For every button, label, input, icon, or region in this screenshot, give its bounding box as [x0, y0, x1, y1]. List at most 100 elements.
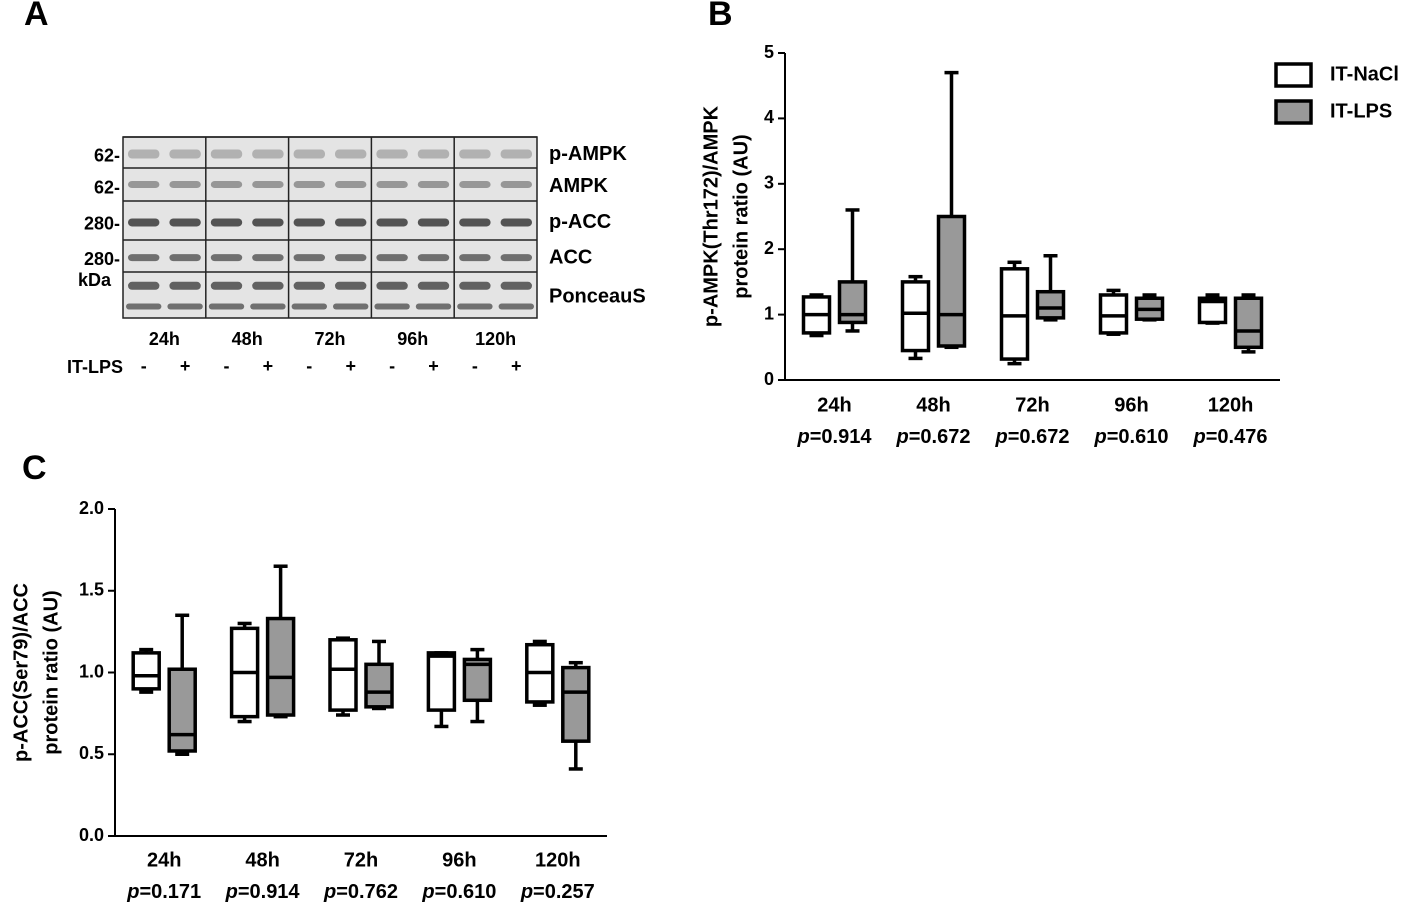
p-value: p=0.914 [797, 426, 873, 448]
blot-band [500, 281, 532, 290]
blot-band [417, 254, 450, 262]
treatment-sign: + [511, 356, 522, 376]
box [462, 657, 493, 703]
blot-band [210, 254, 243, 262]
blot-band [250, 303, 286, 310]
blot-band [293, 181, 325, 188]
blot-band [335, 218, 367, 227]
blot-band [417, 281, 450, 290]
blot-row-label: p-AMPK [549, 143, 627, 165]
box [328, 638, 358, 712]
legend-label: IT-LPS [1330, 100, 1392, 122]
blot-row-label: PonceauS [549, 285, 646, 307]
blot-band [500, 218, 532, 227]
blot-band [376, 254, 408, 262]
y-tick-label: 1 [764, 303, 774, 323]
blot-background [123, 137, 537, 318]
blot-band [252, 149, 284, 159]
box [265, 616, 296, 717]
blot-band [459, 281, 491, 290]
blot-band [293, 218, 325, 227]
blot-band [500, 181, 532, 188]
treatment-sign: - [141, 356, 147, 376]
blot-band [252, 254, 284, 262]
p-value: p=0.171 [126, 881, 201, 903]
panel-letter: B [708, 0, 733, 33]
x-tick-label: 96h [1114, 394, 1148, 416]
y-axis-label: protein ratio (AU) [40, 590, 62, 754]
box [999, 267, 1030, 361]
x-tick-label: 24h [817, 394, 851, 416]
blot-band [169, 218, 201, 227]
x-tick-label: 96h [442, 849, 476, 871]
p-value: p=0.476 [1193, 426, 1268, 448]
blot-band [500, 149, 532, 159]
blot-band [128, 149, 160, 159]
treatment-sign: + [263, 356, 274, 376]
y-tick-label: 1.5 [79, 580, 104, 600]
p-value: p=0.914 [225, 881, 301, 903]
y-tick-label: 1.0 [79, 661, 104, 681]
legend-swatch [1274, 99, 1313, 125]
box [426, 651, 457, 712]
blot-band [415, 303, 452, 310]
box [364, 662, 394, 709]
blot-band [333, 303, 369, 310]
y-tick-label: 0.5 [79, 743, 104, 763]
blot-band [335, 281, 367, 290]
blot-row-label: p-ACC [549, 211, 611, 233]
x-tick-label: 72h [344, 849, 378, 871]
x-tick-label: 120h [1208, 394, 1254, 416]
box [1233, 296, 1264, 350]
panel-letter: C [22, 449, 47, 487]
blot-band [293, 281, 325, 290]
blot-band [417, 149, 450, 159]
blot-band [417, 218, 450, 227]
blot-band [500, 254, 532, 262]
blot-band [169, 149, 201, 159]
blot-band [374, 303, 410, 310]
blot-band [459, 181, 491, 188]
blot-band [498, 303, 534, 310]
treatment-sign: - [306, 356, 312, 376]
blot-band [252, 181, 284, 188]
blot-band [293, 254, 325, 262]
y-axis-label: protein ratio (AU) [730, 134, 752, 298]
blot-band [293, 149, 325, 159]
blot-band [128, 281, 160, 290]
treatment-sign: + [180, 356, 191, 376]
box [936, 214, 967, 348]
blot-marker: 62- [94, 145, 120, 165]
blot-band [335, 181, 367, 188]
blot-band [376, 281, 408, 290]
blot-band [459, 149, 491, 159]
p-value: p=0.610 [1094, 426, 1169, 448]
panel-letter: A [24, 0, 49, 33]
x-tick-label: 48h [916, 394, 950, 416]
blot-band [376, 181, 408, 188]
blot-frame [122, 136, 538, 319]
blot-band [167, 303, 203, 310]
blot-band [459, 218, 491, 227]
blot-band [291, 303, 327, 310]
blot-band [210, 281, 243, 290]
blot-band [208, 303, 245, 310]
p-value: p=0.672 [995, 426, 1070, 448]
blot-band [252, 281, 284, 290]
box [837, 280, 868, 325]
blot-band [128, 218, 160, 227]
box [900, 280, 931, 353]
box [167, 667, 197, 753]
y-tick-label: 4 [764, 107, 774, 127]
legend-label: IT-NaCl [1330, 63, 1399, 85]
timepoint-label: 120h [475, 329, 516, 349]
blot-band [457, 303, 493, 310]
p-value: p=0.672 [896, 426, 971, 448]
blot-band [169, 281, 201, 290]
treatment-label: IT-LPS [67, 357, 123, 377]
blot-band [376, 149, 408, 159]
y-tick-label: 2.0 [79, 498, 104, 518]
blot-band [459, 254, 491, 262]
blot-band [252, 218, 284, 227]
